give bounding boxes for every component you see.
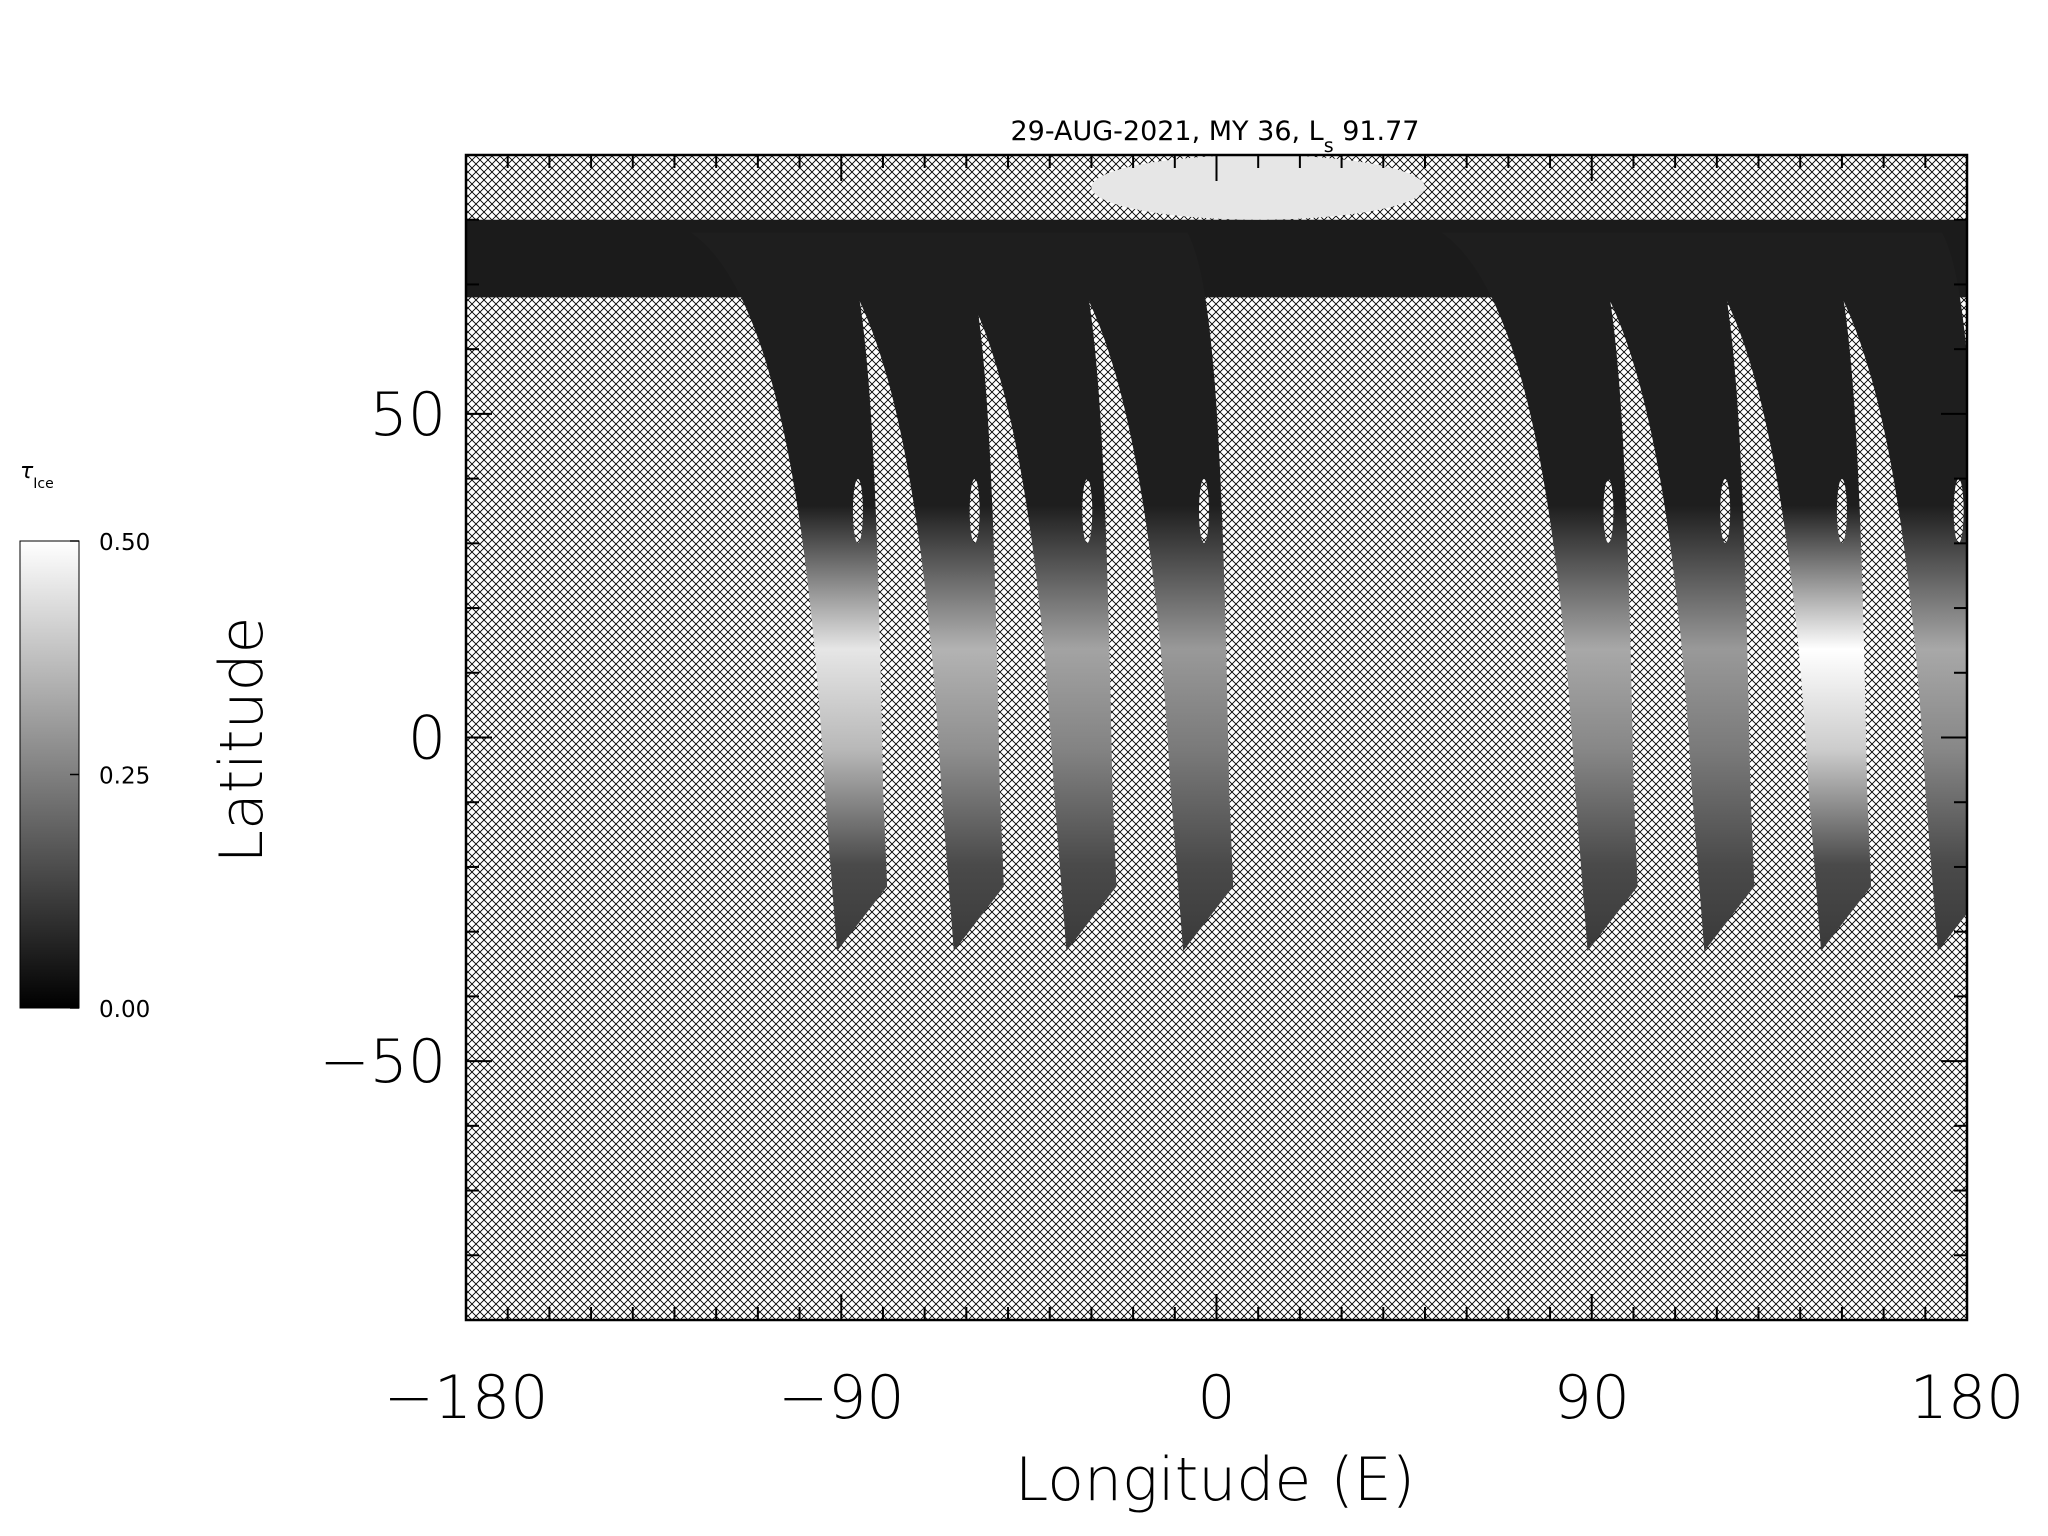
colorbar: τIce 0.50 0.25 0.00 (19, 459, 150, 1023)
colorbar-label: τIce (20, 459, 54, 492)
y-tick-label: −50 (319, 1027, 446, 1097)
ice-opacity-map (466, 155, 1967, 952)
colorbar-tick-label: 0.25 (99, 764, 150, 790)
x-tick-label: 0 (1197, 1363, 1235, 1433)
swath-gap (1082, 478, 1093, 543)
x-axis-label: Longitude (E) (1015, 1445, 1415, 1515)
x-tick-label: 180 (1910, 1363, 2025, 1433)
swath-gap (1836, 478, 1847, 543)
colorbar-label-subscript: Ice (33, 476, 53, 492)
orbit-swath (1441, 232, 1638, 952)
orbit-swath (691, 232, 888, 952)
north-polar-cap (1091, 155, 1425, 220)
orbit-swath (807, 232, 1004, 952)
colorbar-tick-label: 0.00 (99, 997, 150, 1023)
chart-title: 29-AUG-2021, MY 36, Ls 91.77 (1010, 116, 1419, 157)
orbit-swath (1675, 232, 1872, 952)
swath-gap (1720, 478, 1731, 543)
x-tick-label: −90 (778, 1363, 905, 1433)
y-tick-label: 50 (370, 380, 446, 450)
orbit-swath (920, 232, 1117, 952)
swath-gap (969, 478, 980, 543)
x-tick-label: −180 (384, 1363, 549, 1433)
x-tick-label: 90 (1554, 1363, 1630, 1433)
orbit-swath (1037, 232, 1234, 952)
orbit-swath (1558, 232, 1755, 952)
swath-gap (1603, 478, 1614, 543)
y-tick-label: 0 (408, 704, 446, 774)
swath-gap (1953, 478, 1964, 543)
swath-gap (852, 478, 863, 543)
orbit-swath (1791, 232, 1967, 952)
colorbar-gradient (19, 540, 80, 1009)
colorbar-tick-label: 0.50 (99, 530, 150, 556)
chart-title-subscript: s (1324, 135, 1334, 157)
swath-gap (1198, 478, 1209, 543)
y-axis-label: Latitude (207, 617, 277, 864)
chart-title-suffix: 91.77 (1334, 116, 1420, 147)
axis-ticks: −180 −90 0 90 180 −50 0 50 (319, 154, 2025, 1433)
